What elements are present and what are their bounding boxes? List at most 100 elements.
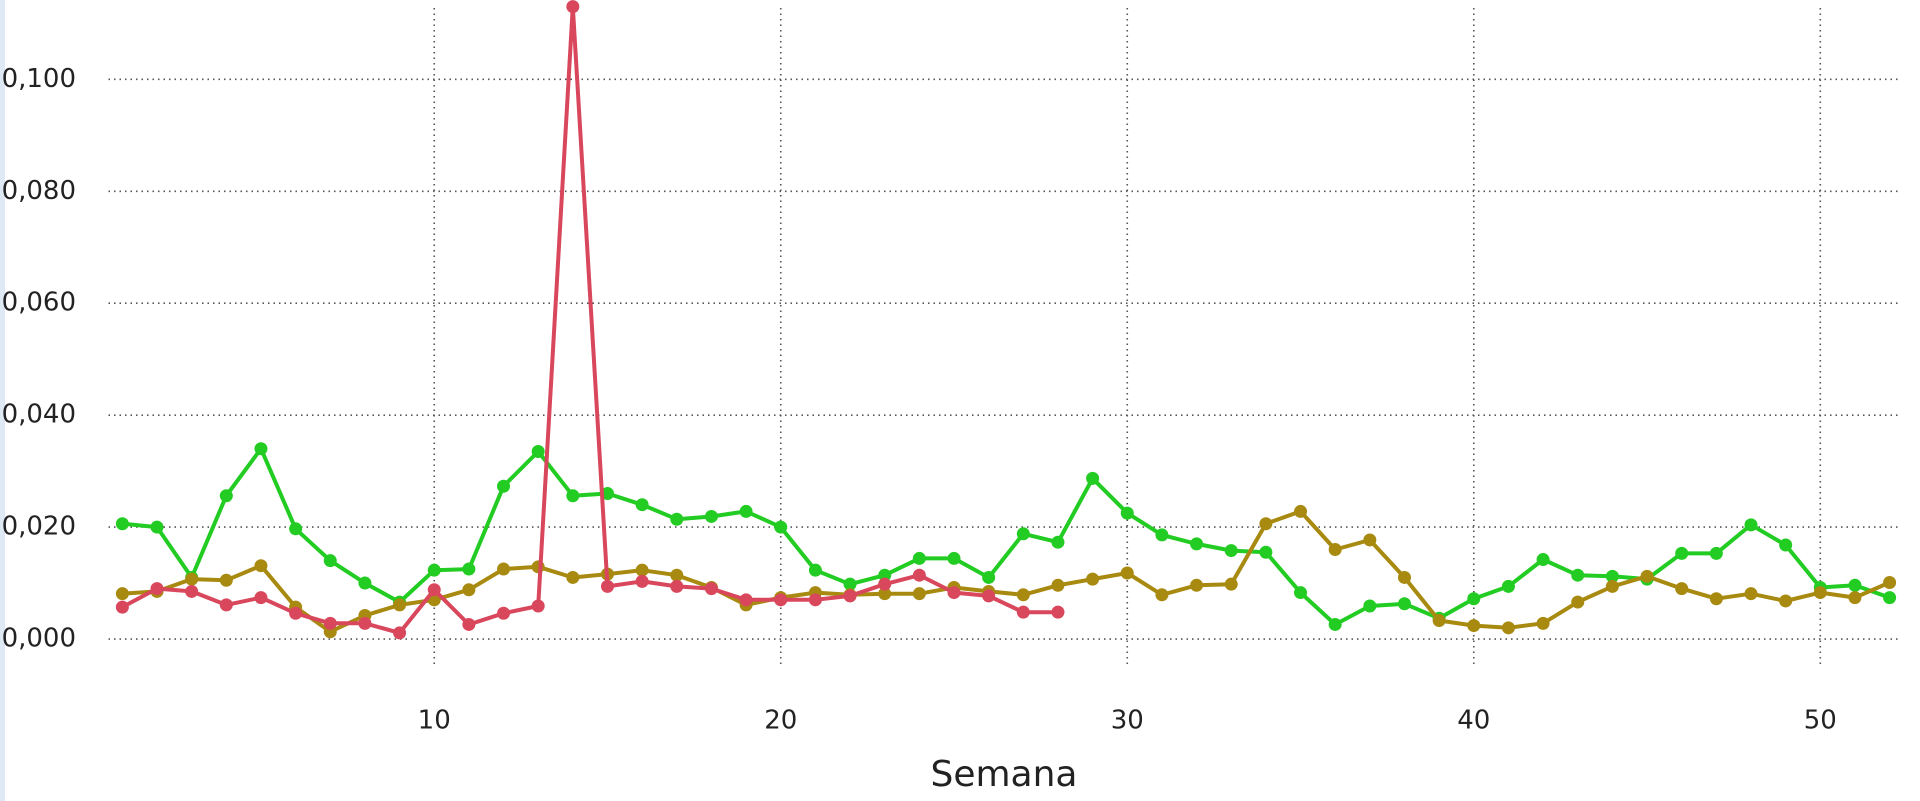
data-point (1120, 566, 1134, 580)
data-point (1848, 578, 1862, 592)
data-point (115, 587, 129, 601)
data-point (947, 586, 961, 600)
data-point (947, 551, 961, 565)
data-point (150, 582, 164, 596)
data-point (1675, 546, 1689, 560)
data-point (670, 568, 684, 582)
data-point (1051, 535, 1065, 549)
data-point (1779, 538, 1793, 552)
y-tick-label: 0,000 (2, 624, 76, 654)
data-point (393, 626, 407, 640)
data-point (1640, 569, 1654, 583)
data-point (1709, 546, 1723, 560)
data-point (1744, 518, 1758, 532)
data-point (462, 617, 476, 631)
y-tick-label: 0,040 (2, 400, 76, 430)
data-point (982, 589, 996, 603)
x-tick-label: 20 (764, 706, 797, 736)
data-point (1501, 579, 1515, 593)
data-point (462, 562, 476, 576)
data-point (115, 517, 129, 531)
data-point (1259, 517, 1273, 531)
data-point (358, 576, 372, 590)
data-point (531, 599, 545, 613)
data-point (1397, 570, 1411, 584)
data-point (1363, 533, 1377, 547)
data-point (912, 551, 926, 565)
x-tick-label: 50 (1804, 706, 1837, 736)
window-edge (0, 0, 5, 801)
data-point (1051, 605, 1065, 619)
data-point (739, 593, 753, 607)
data-point (219, 489, 233, 503)
data-point (289, 606, 303, 620)
y-tick-label: 0,100 (2, 64, 76, 94)
data-point (1016, 588, 1030, 602)
data-point (323, 616, 337, 630)
data-point (1363, 599, 1377, 613)
data-point (739, 504, 753, 518)
data-point (1016, 527, 1030, 541)
x-tick-label: 10 (418, 706, 451, 736)
x-tick-label: 40 (1457, 706, 1490, 736)
data-point (566, 489, 580, 503)
series-line (122, 509, 1891, 634)
data-point (1779, 594, 1793, 608)
data-point (1120, 506, 1134, 520)
data-point (566, 570, 580, 584)
data-point (1086, 471, 1100, 485)
data-point (808, 563, 822, 577)
y-tick-label: 0,060 (2, 288, 76, 318)
data-point (635, 574, 649, 588)
data-point (1294, 504, 1308, 518)
data-point (912, 587, 926, 601)
data-point (1536, 553, 1550, 567)
data-point (1224, 544, 1238, 558)
data-point (497, 562, 511, 576)
data-point (1328, 617, 1342, 631)
data-point (150, 520, 164, 534)
data-point (1397, 597, 1411, 611)
data-point (774, 593, 788, 607)
grid (108, 8, 1900, 667)
data-point (600, 487, 614, 501)
data-point (358, 616, 372, 630)
data-point (1467, 592, 1481, 606)
data-point (1536, 616, 1550, 630)
data-point (704, 509, 718, 523)
data-point (185, 572, 199, 586)
data-point (670, 512, 684, 526)
data-point (1155, 588, 1169, 602)
data-point (427, 563, 441, 577)
data-point (1571, 595, 1585, 609)
data-point (600, 579, 614, 593)
data-point (254, 559, 268, 573)
data-point (1016, 605, 1030, 619)
y-tick-label: 0,020 (2, 512, 76, 542)
data-point (497, 479, 511, 493)
data-point (1051, 578, 1065, 592)
data-point (1709, 592, 1723, 606)
data-point (878, 587, 892, 601)
data-point (1294, 586, 1308, 600)
data-point (635, 498, 649, 512)
data-point (115, 600, 129, 614)
data-point (1190, 578, 1204, 592)
data-point (254, 591, 268, 605)
data-point (219, 598, 233, 612)
data-point (774, 520, 788, 534)
plot-area (115, 0, 1897, 640)
data-point (1848, 591, 1862, 605)
y-tick-label: 0,080 (2, 176, 76, 206)
data-point (878, 577, 892, 591)
data-point (1328, 542, 1342, 556)
data-point (1744, 587, 1758, 601)
data-point (1259, 545, 1273, 559)
data-point (1883, 591, 1897, 605)
data-point (843, 589, 857, 603)
data-point (219, 573, 233, 587)
data-point (1571, 568, 1585, 582)
data-point (1432, 614, 1446, 628)
data-point (531, 445, 545, 459)
